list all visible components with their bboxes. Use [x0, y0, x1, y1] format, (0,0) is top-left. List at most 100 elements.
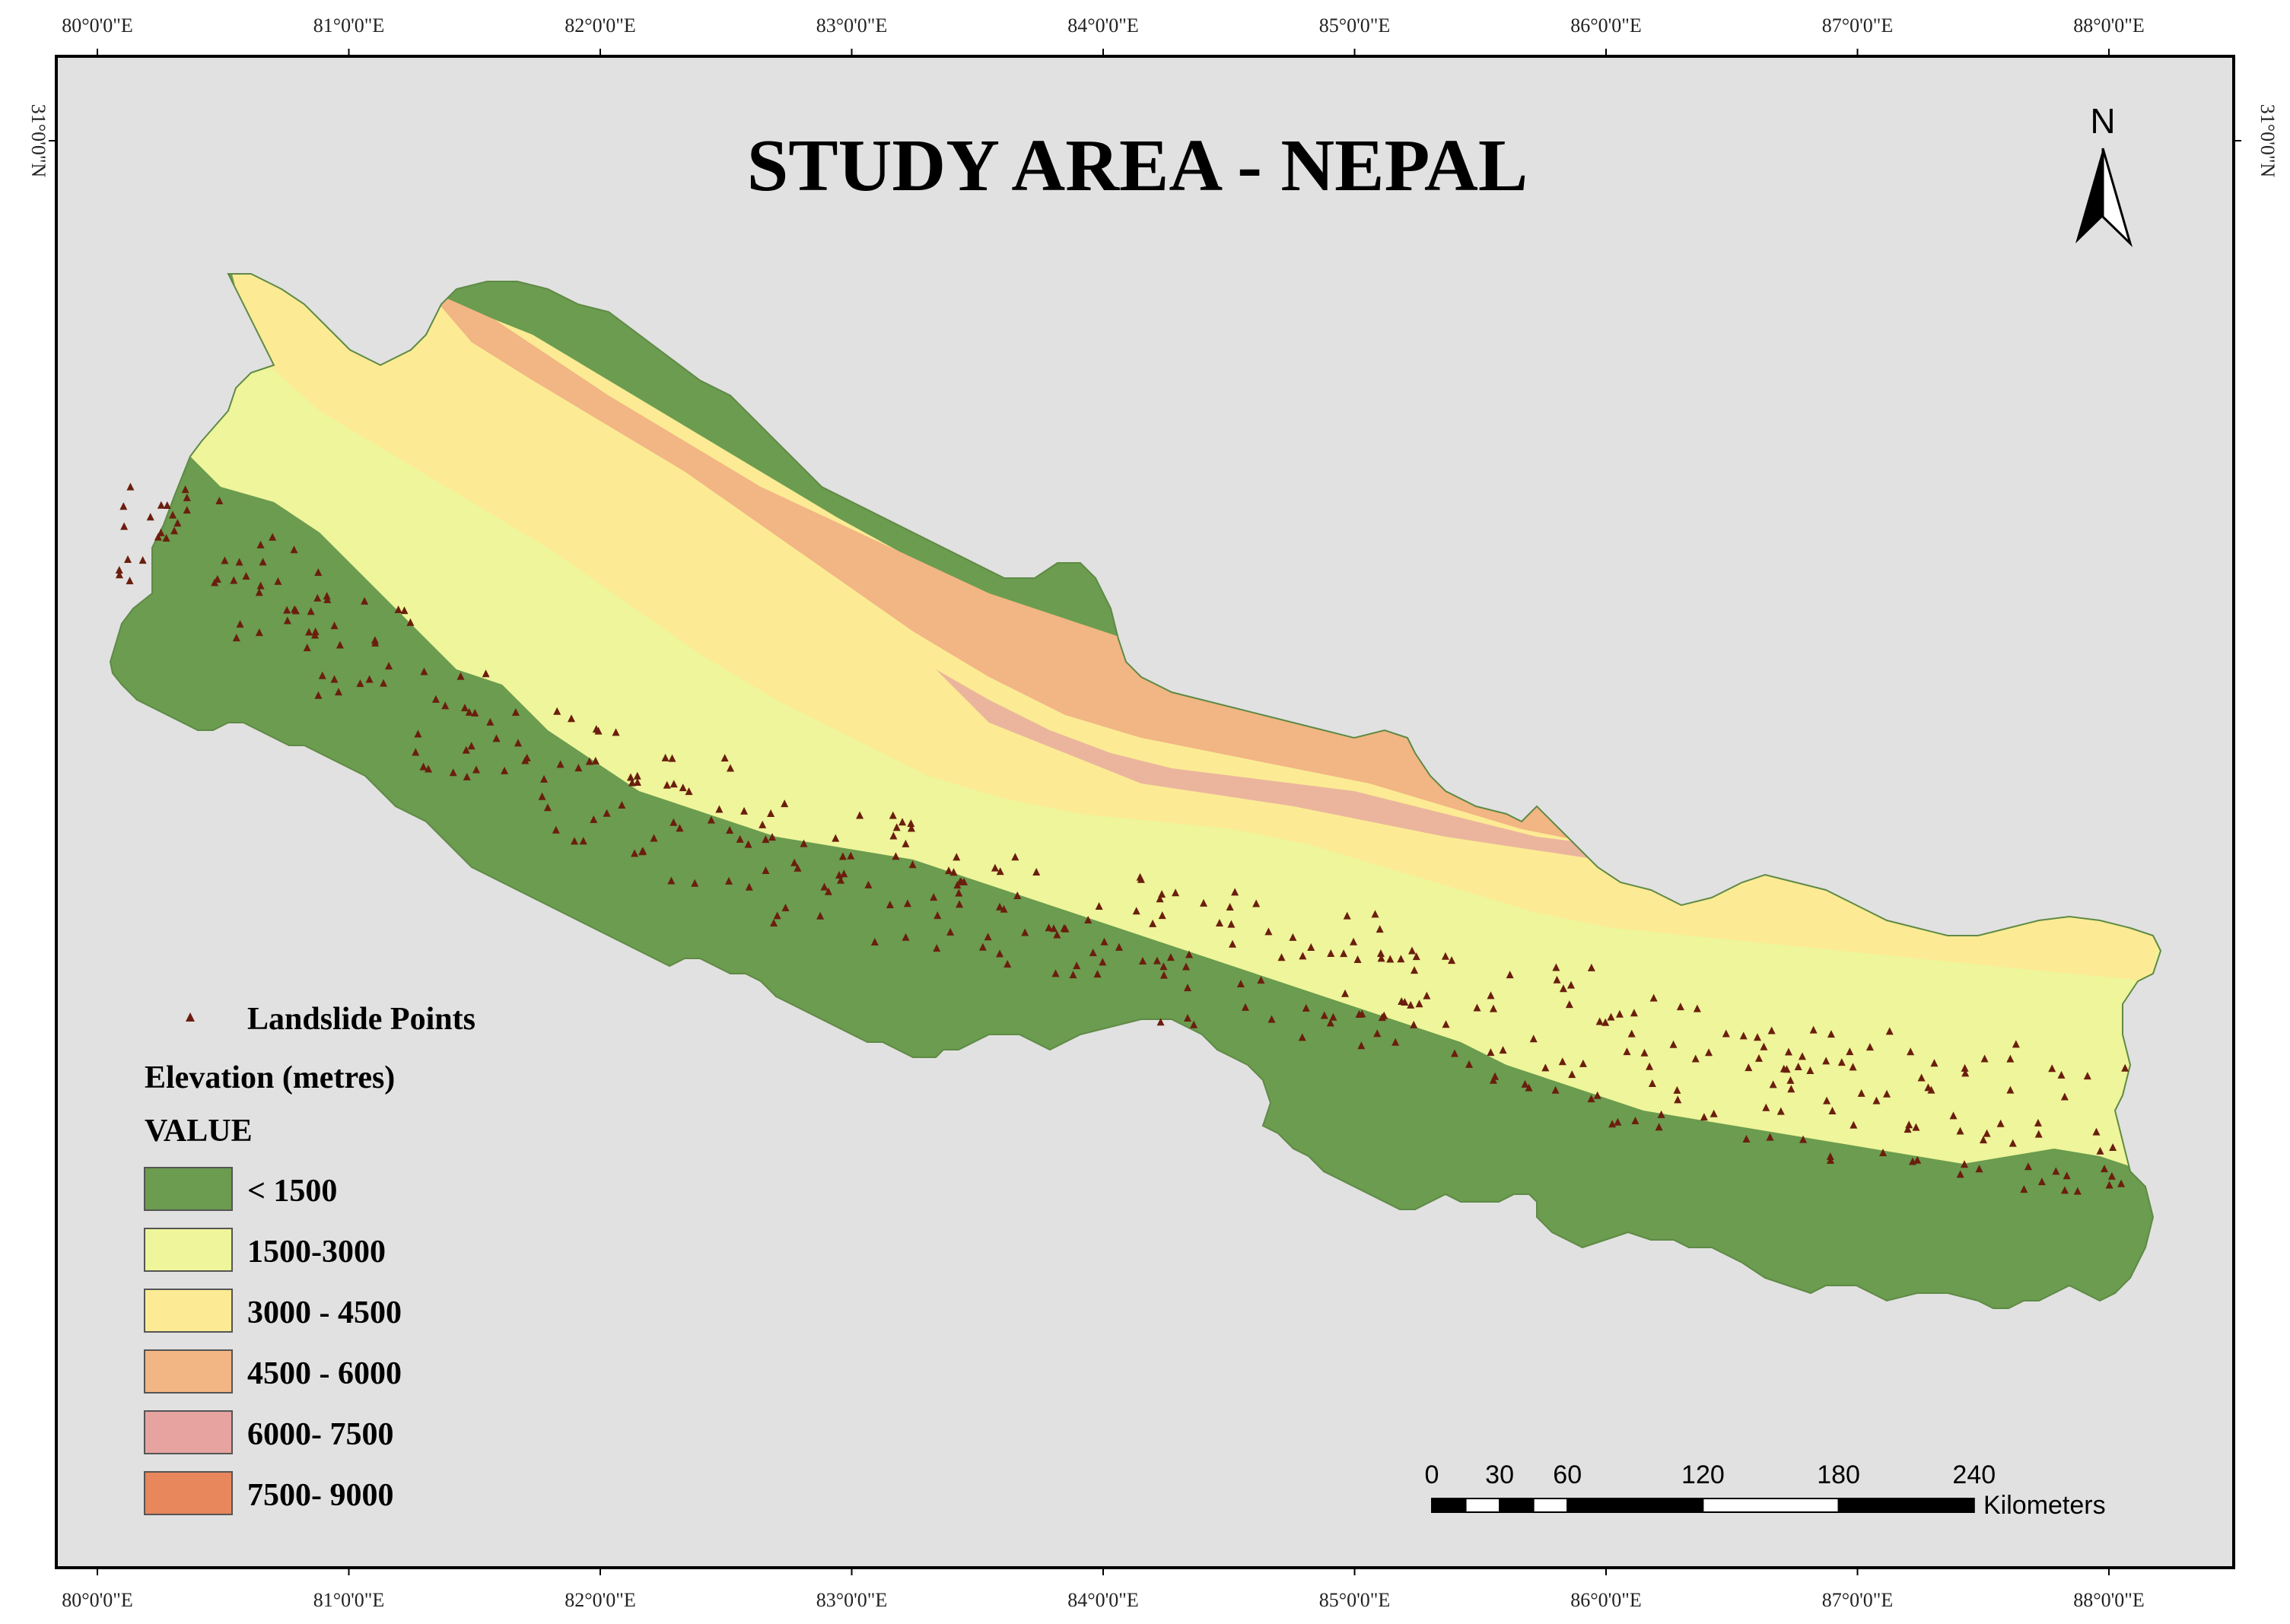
- landslide-point: [1710, 1109, 1718, 1117]
- landslide-point: [1489, 1004, 1497, 1012]
- landslide-point: [235, 558, 243, 566]
- landslide-point: [1640, 1048, 1649, 1057]
- landslide-point: [1657, 1110, 1665, 1118]
- north-arrow-icon: [2075, 148, 2103, 243]
- landslide-point: [1559, 984, 1567, 993]
- landslide-point: [2012, 1040, 2020, 1048]
- landslide-point: [471, 708, 479, 717]
- landslide-point: [1627, 1029, 1636, 1038]
- landslide-point: [767, 809, 775, 818]
- landslide-point: [1011, 853, 1019, 861]
- landslide-point: [183, 506, 191, 514]
- landslide-point: [1975, 1165, 1983, 1173]
- landslide-point: [553, 707, 561, 715]
- landslide-point: [1786, 1076, 1795, 1084]
- landslide-point: [956, 900, 964, 908]
- landslide-point: [903, 899, 911, 907]
- landslide-point: [1158, 890, 1166, 898]
- landslide-point: [800, 839, 808, 847]
- lon-label-top: 85°0'0"E: [1319, 14, 1391, 37]
- landslide-point: [1226, 902, 1234, 911]
- landslide-point: [307, 607, 315, 615]
- landslide-point: [1529, 1034, 1538, 1043]
- landslide-point: [949, 868, 958, 876]
- landslide-point: [169, 510, 177, 519]
- landslide-point: [1558, 1057, 1566, 1066]
- lat-label-right: 31°0'0"N: [2257, 104, 2279, 178]
- landslide-point: [1806, 1066, 1815, 1074]
- landslide-point: [847, 851, 855, 860]
- landslide-point: [1754, 1054, 1763, 1062]
- lon-label-top: 81°0'0"E: [313, 14, 385, 37]
- landslide-point: [759, 820, 767, 828]
- landslide-point: [1837, 1058, 1846, 1066]
- landslide-point: [1794, 1063, 1802, 1071]
- landslide-point: [1674, 1095, 1682, 1104]
- lon-label-bottom: 88°0'0"E: [2073, 1589, 2145, 1611]
- landslide-point: [1377, 954, 1385, 962]
- landslide-point: [1822, 1057, 1830, 1065]
- landslide-point: [552, 825, 560, 834]
- landslide-point: [1045, 923, 1053, 932]
- landslide-point: [1601, 1018, 1610, 1026]
- landslide-point: [283, 605, 291, 614]
- landslide-point: [1809, 1025, 1818, 1034]
- landslide-point: [1373, 1029, 1382, 1038]
- landslide-point: [1231, 888, 1239, 896]
- landslide-point: [314, 691, 323, 699]
- landslide-point: [679, 783, 687, 792]
- landslide-point: [1499, 1046, 1507, 1054]
- landslide-point: [256, 581, 265, 590]
- landslide-point: [628, 778, 636, 787]
- landslide-point: [385, 662, 393, 670]
- landslide-point: [832, 834, 840, 842]
- landslide-point: [740, 806, 749, 815]
- landslide-point: [1846, 1047, 1854, 1056]
- scale-label: 240: [1952, 1460, 1996, 1489]
- landslide-point: [1823, 1096, 1831, 1104]
- landslide-point: [2109, 1143, 2117, 1151]
- landslide-point: [2060, 1092, 2069, 1101]
- landslide-point: [1521, 1079, 1529, 1088]
- landslide-point: [1552, 963, 1560, 971]
- landslide-point: [1630, 1009, 1638, 1017]
- landslide-point: [138, 556, 147, 564]
- landslide-point: [318, 671, 326, 679]
- landslide-point: [1949, 1111, 1958, 1120]
- landslide-point: [870, 938, 879, 946]
- scale-segment: [1499, 1498, 1535, 1513]
- lon-label-bottom: 80°0'0"E: [62, 1589, 133, 1611]
- landslide-point: [2006, 1054, 2015, 1063]
- landslide-point: [472, 765, 480, 774]
- landslide-point: [618, 801, 626, 809]
- landslide-point: [1358, 1009, 1366, 1018]
- landslide-point: [2057, 1070, 2066, 1079]
- landslide-point: [1872, 1096, 1881, 1104]
- landslide-point: [1241, 1003, 1249, 1011]
- landslide-point: [1587, 1095, 1595, 1103]
- landslide-point: [1069, 971, 1077, 979]
- landslide-points: [115, 482, 2129, 1195]
- landslide-point: [790, 858, 799, 866]
- landslide-point: [1565, 1000, 1573, 1009]
- scale-segment: [1837, 1498, 1975, 1513]
- landslide-point: [1593, 1091, 1601, 1099]
- landslide-point: [1525, 1083, 1533, 1092]
- landslide-point: [2006, 1085, 2015, 1094]
- landslide-point: [1849, 1063, 1857, 1071]
- legend-swatch: [144, 1471, 233, 1515]
- landslide-point: [1442, 1020, 1450, 1028]
- landslide-point: [1566, 980, 1575, 989]
- scale-label: 60: [1553, 1460, 1582, 1489]
- landslide-point: [762, 866, 770, 875]
- landslide-point: [1184, 984, 1192, 992]
- landslide-point: [945, 866, 953, 875]
- landslide-point: [840, 869, 848, 878]
- landslide-point: [820, 882, 829, 891]
- landslide-point: [314, 568, 323, 577]
- landslide-point: [1412, 952, 1420, 961]
- landslide-point: [1883, 1089, 1891, 1098]
- landslide-point: [1865, 1043, 1874, 1051]
- scale-label: 180: [1817, 1460, 1860, 1489]
- landslide-point: [946, 927, 955, 936]
